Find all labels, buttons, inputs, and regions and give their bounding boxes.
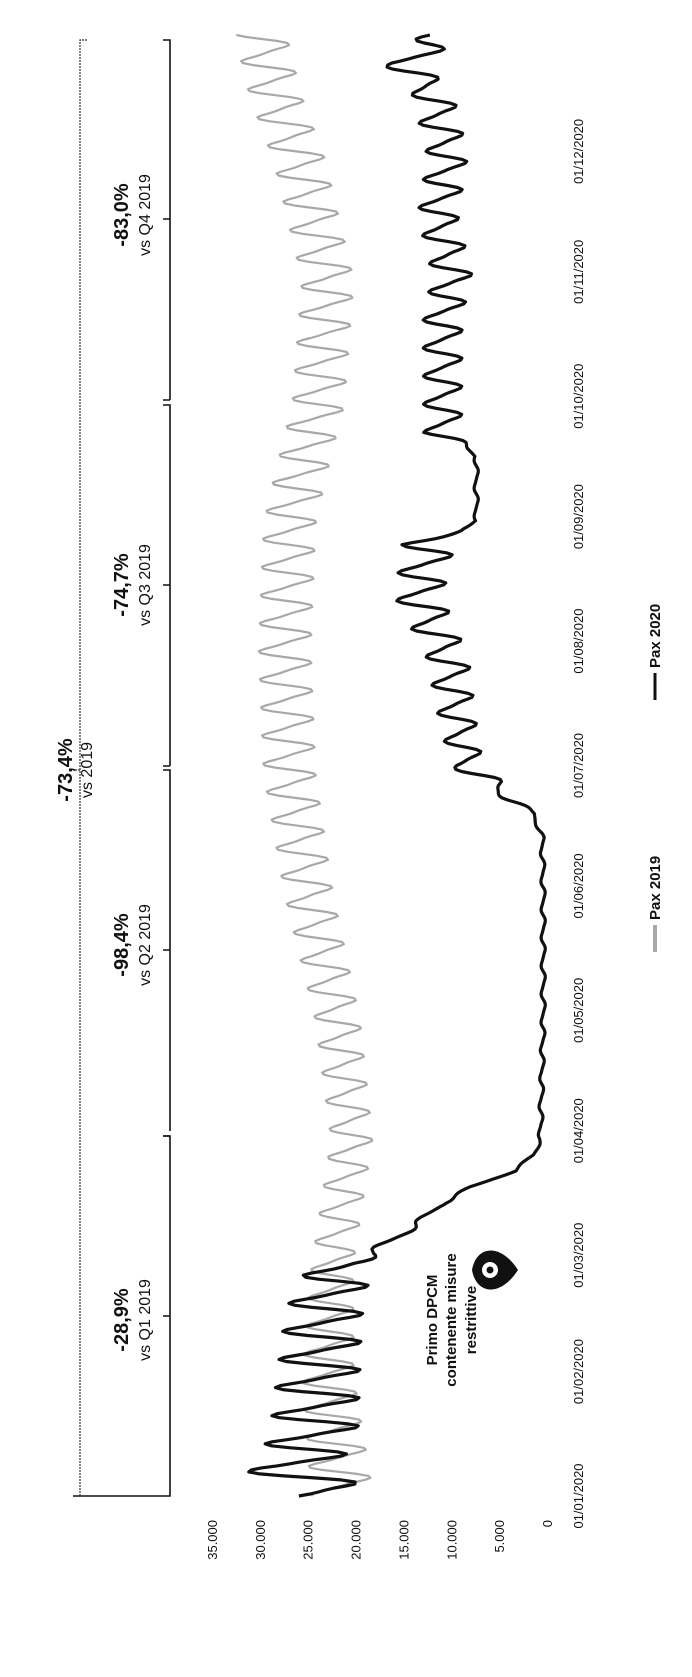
legend-label-pax-2020: Pax 2020 xyxy=(647,604,664,668)
y-tick-label: 30.000 xyxy=(253,1520,268,1560)
x-tick-label: 01/03/2020 xyxy=(571,1223,586,1288)
x-tick-label: 01/04/2020 xyxy=(571,1098,586,1163)
x-tick-label: 01/07/2020 xyxy=(571,733,586,798)
series-pax-2020-line xyxy=(247,33,547,1498)
annotation-q1-vs: vs Q1 2019 xyxy=(137,1279,154,1361)
event-note-line-3: restrittive xyxy=(463,1286,480,1354)
brace-year xyxy=(74,39,88,1496)
brace-q4 xyxy=(163,39,171,401)
y-tick-label: 25.000 xyxy=(301,1520,316,1560)
x-tick-label: 01/05/2020 xyxy=(571,978,586,1043)
legend-label-pax-2019: Pax 2019 xyxy=(647,856,664,920)
x-tick-label: 01/11/2020 xyxy=(571,240,586,304)
legend: Pax 2019 Pax 2020 xyxy=(647,604,664,952)
annotation-q2-vs: vs Q2 2019 xyxy=(137,904,154,986)
y-tick-label: 20.000 xyxy=(349,1520,364,1560)
annotation-q4-pct: -83,0% xyxy=(111,183,133,247)
annotation-q4-vs: vs Q4 2019 xyxy=(137,174,154,256)
x-tick-label: 01/02/2020 xyxy=(571,1339,586,1404)
annotation-q3-pct: -74,7% xyxy=(111,553,133,617)
series-pax-2019-line xyxy=(236,33,374,1497)
event-note-line-2: contenente misure xyxy=(443,1253,460,1386)
y-tick-label: 10.000 xyxy=(444,1520,459,1560)
y-tick-label: 35.000 xyxy=(205,1520,220,1560)
annotation-year-pct: -73,4% xyxy=(55,738,77,802)
y-tick-label: 15.000 xyxy=(396,1520,411,1560)
x-tick-label: 01/08/2020 xyxy=(571,609,586,674)
x-tick-label: 01/12/2020 xyxy=(571,119,586,184)
map-pin-icon xyxy=(472,1250,518,1290)
x-tick-label: 01/06/2020 xyxy=(571,853,586,918)
annotation-year-vs: vs 2019 xyxy=(79,742,96,798)
annotation-q1-pct: -28,9% xyxy=(111,1288,133,1352)
x-tick-label: 01/09/2020 xyxy=(571,484,586,549)
x-tick-label: 01/01/2020 xyxy=(571,1463,586,1528)
brace-q2 xyxy=(163,769,171,1137)
y-tick-label: 5.000 xyxy=(492,1520,507,1553)
x-tick-label: 01/10/2020 xyxy=(571,364,586,429)
annotation-q2-pct: -98,4% xyxy=(111,913,133,977)
annotation-q3-vs: vs Q3 2019 xyxy=(137,544,154,626)
y-tick-label: 0 xyxy=(540,1520,555,1527)
event-note-line-1: Primo DPCM xyxy=(424,1275,441,1366)
brace-q3 xyxy=(163,404,171,767)
